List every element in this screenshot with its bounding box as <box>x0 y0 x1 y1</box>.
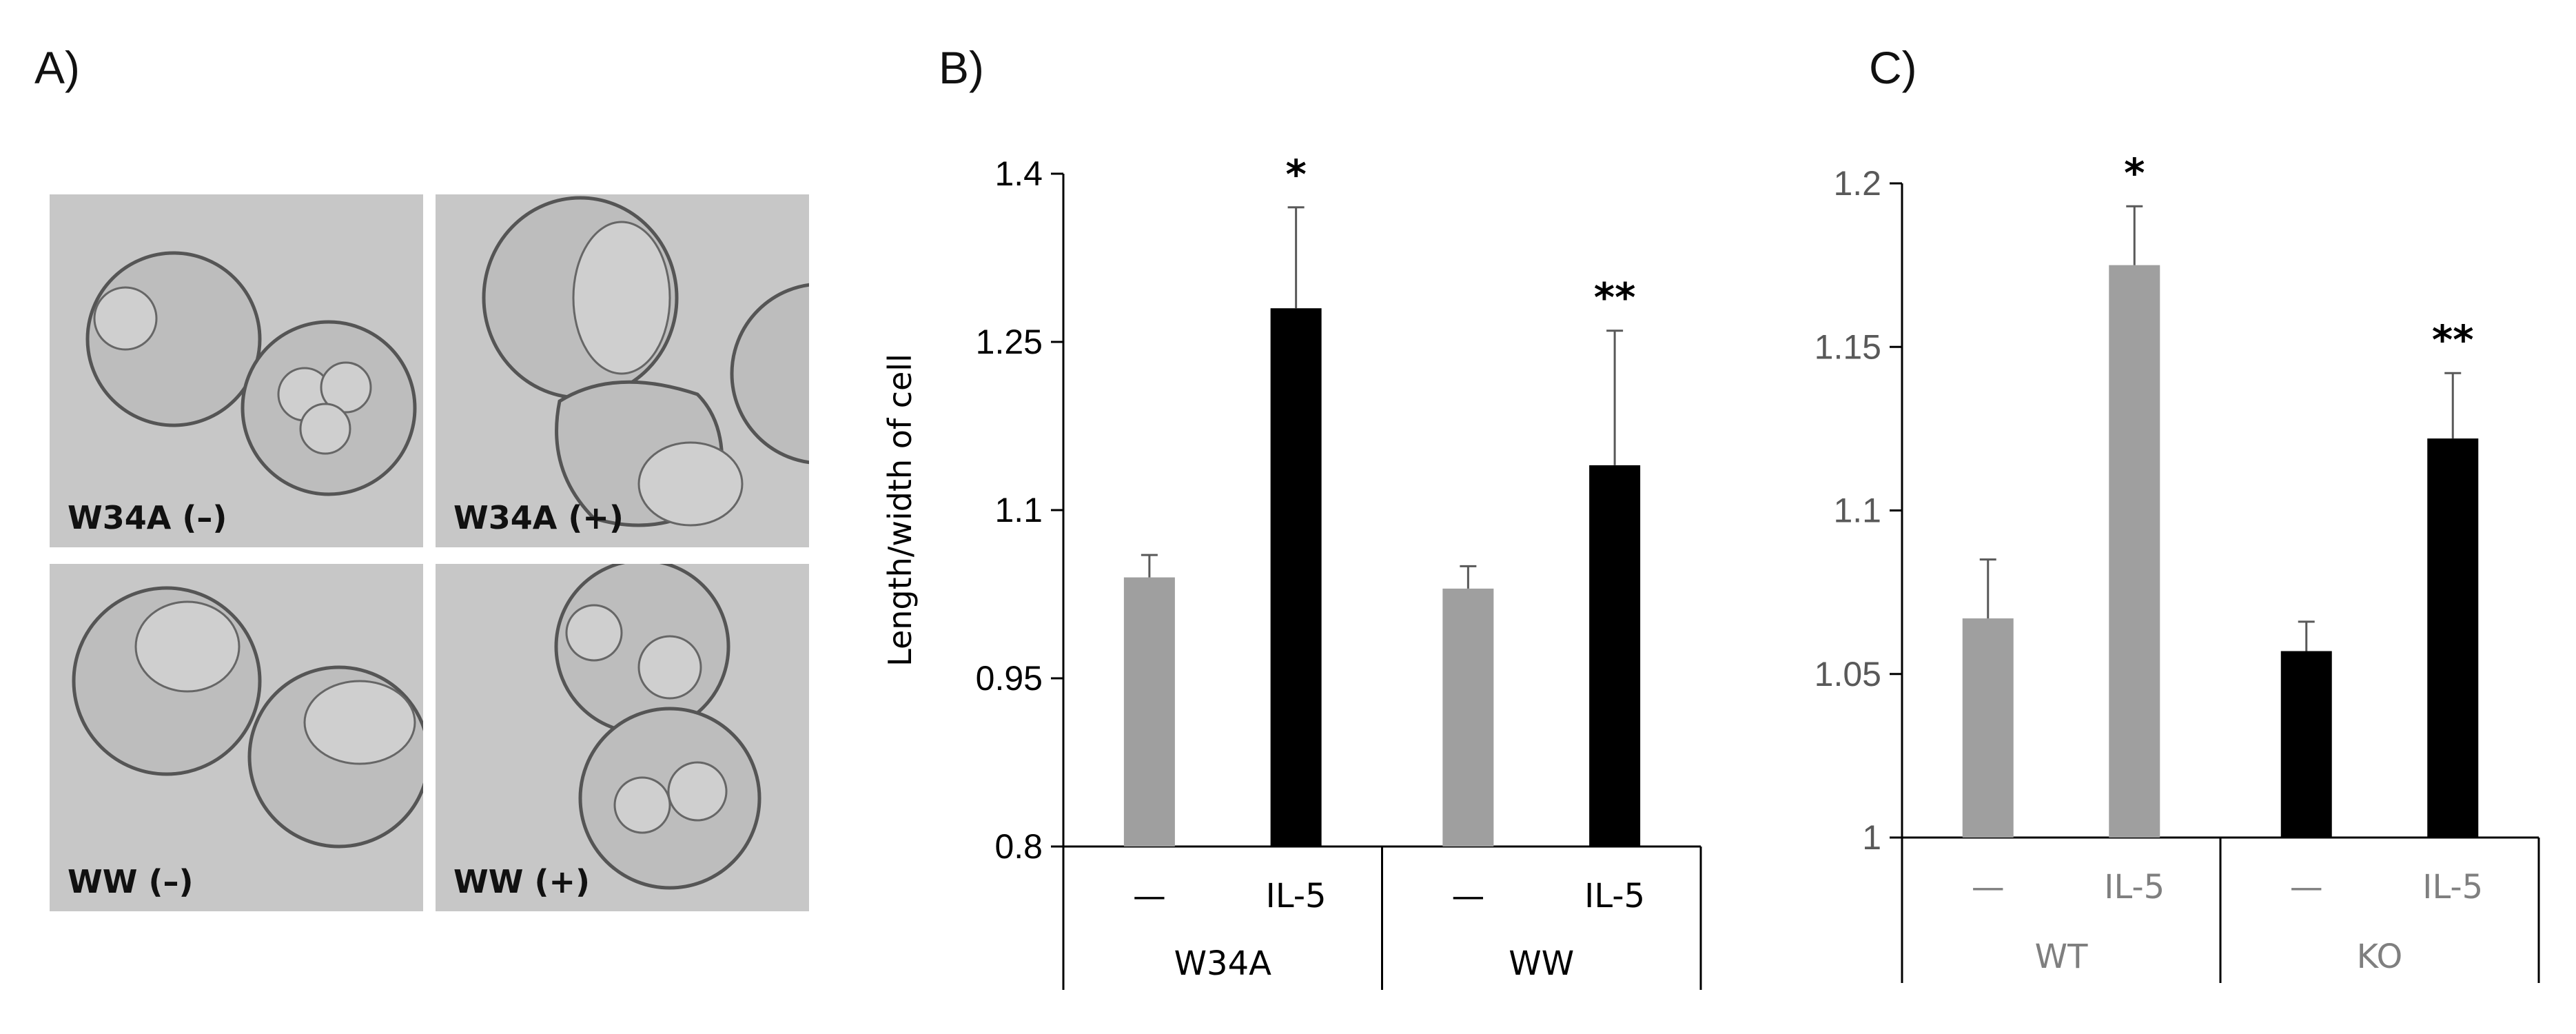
bar <box>1123 577 1175 847</box>
y-tick-label: 0.95 <box>976 659 1043 698</box>
micrograph-ww-minus: WW (–) <box>50 564 423 911</box>
x-category-label: — <box>1972 868 2005 906</box>
y-tick-label: 1.2 <box>1833 164 1881 203</box>
micrograph-image <box>85 251 417 496</box>
bar <box>2427 438 2479 838</box>
micrograph-w34a-minus: W34A (–) <box>50 194 423 547</box>
bar <box>1442 588 1494 847</box>
bar <box>1270 308 1322 847</box>
micrograph-image <box>554 564 761 890</box>
micrograph-image <box>482 196 809 527</box>
significance-label: * <box>1285 151 1306 198</box>
panel-label-b: B) <box>939 42 984 93</box>
y-tick-label: 1.05 <box>1815 655 1881 693</box>
x-group-label: WT <box>2035 937 2088 976</box>
micrograph-label: WW (–) <box>68 863 194 900</box>
significance-label: ** <box>2432 316 2474 363</box>
x-category-label: IL-5 <box>2422 868 2483 906</box>
micrograph-label: W34A (+) <box>453 499 624 536</box>
x-group-label: WW <box>1509 944 1574 983</box>
x-category-label: IL-5 <box>1266 877 1327 915</box>
bar <box>1589 465 1641 847</box>
bar <box>2109 265 2160 838</box>
x-category-label: — <box>2290 868 2323 906</box>
bar <box>1962 618 2014 838</box>
x-category-label: — <box>1451 877 1484 915</box>
y-tick-label: 1.25 <box>976 323 1043 361</box>
x-category-label: IL-5 <box>1584 877 1645 915</box>
x-group-label: W34A <box>1174 944 1272 983</box>
y-tick-label: 0.8 <box>994 827 1043 866</box>
panel-label-c: C) <box>1869 42 1917 93</box>
significance-label: * <box>2124 150 2145 196</box>
x-category-label: — <box>1133 877 1166 915</box>
bar <box>2280 651 2332 838</box>
micrograph-ww-plus: WW (+) <box>436 564 809 911</box>
micrograph-image <box>72 586 423 849</box>
significance-label: ** <box>1594 274 1636 321</box>
y-axis-title: Length/width of cell <box>881 354 919 667</box>
micrograph-label: W34A (–) <box>68 499 227 536</box>
x-category-label: IL-5 <box>2104 868 2165 906</box>
y-tick-label: 1.4 <box>994 154 1043 193</box>
y-tick-label: 1.15 <box>1815 327 1881 366</box>
y-tick-label: 1.1 <box>994 491 1043 529</box>
y-tick-label: 1 <box>1862 818 1881 857</box>
micrograph-label: WW (+) <box>453 863 591 900</box>
y-tick-label: 1.1 <box>1833 491 1881 530</box>
micrograph-w34a-plus: W34A (+) <box>436 194 809 547</box>
panel-label-a: A) <box>34 42 80 93</box>
x-group-label: KO <box>2357 937 2403 976</box>
